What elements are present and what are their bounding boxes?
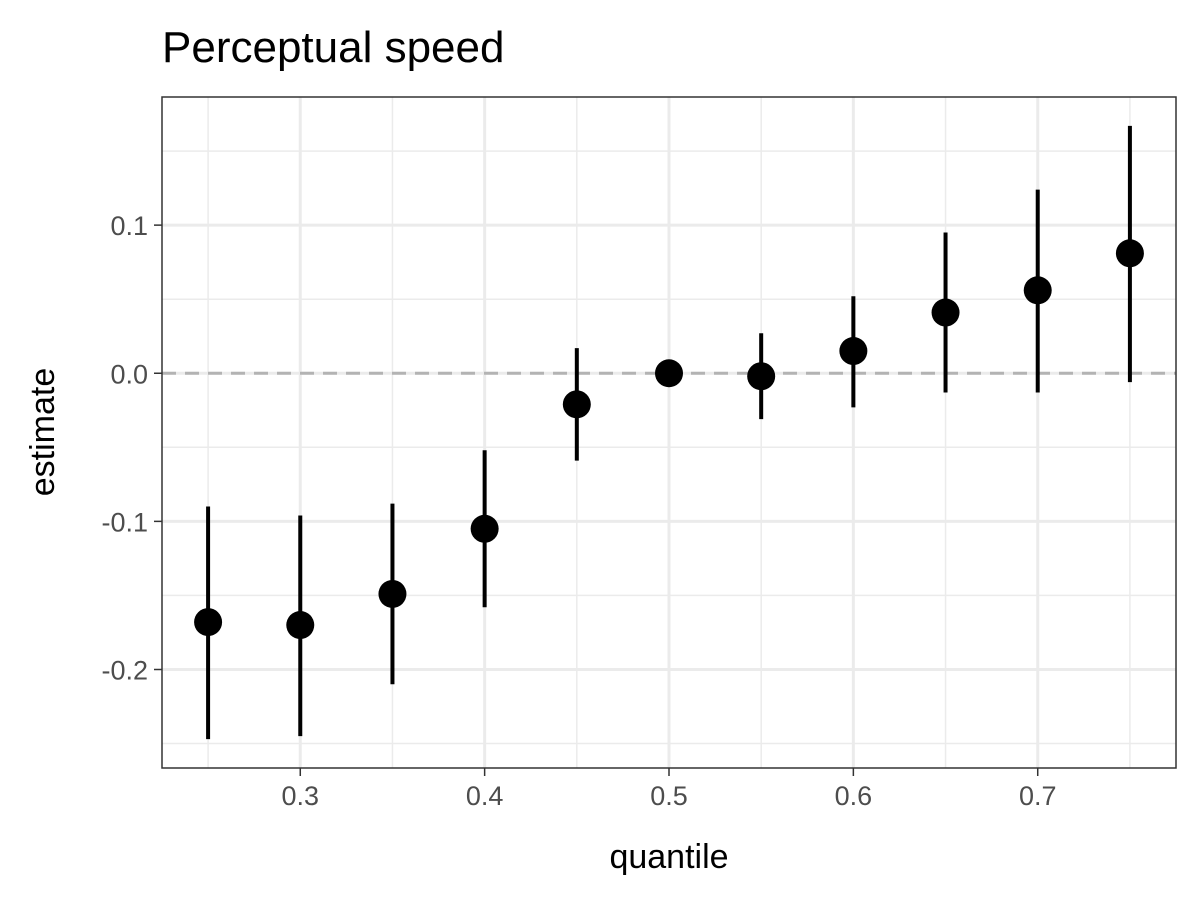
data-point — [747, 362, 776, 391]
x-axis-title: quantile — [609, 838, 728, 876]
chart-title: Perceptual speed — [162, 23, 504, 72]
y-tick-label: 0.0 — [110, 359, 148, 389]
y-tick-label: -0.1 — [101, 507, 148, 537]
data-point — [1023, 276, 1052, 305]
data-point — [562, 390, 591, 419]
grid-major — [162, 97, 1176, 768]
data-point — [470, 514, 499, 543]
y-axis-ticks: 0.1 0.0 -0.1 -0.2 — [101, 211, 162, 685]
data-point — [378, 579, 407, 608]
x-tick-label: 0.7 — [1019, 781, 1057, 811]
x-tick-label: 0.3 — [281, 781, 319, 811]
data-point — [286, 611, 315, 640]
data-point — [655, 359, 683, 388]
data-point — [1115, 239, 1144, 268]
x-tick-label: 0.4 — [466, 781, 504, 811]
points — [194, 239, 1144, 640]
y-axis-title: estimate — [24, 368, 62, 497]
y-tick-label: -0.2 — [101, 655, 148, 685]
x-tick-label: 0.5 — [650, 781, 688, 811]
x-tick-label: 0.6 — [835, 781, 873, 811]
data-point — [839, 337, 868, 366]
data-point — [931, 298, 960, 327]
y-tick-label: 0.1 — [110, 211, 148, 241]
x-axis-ticks: 0.3 0.4 0.5 0.6 0.7 — [281, 768, 1057, 811]
data-point — [194, 608, 223, 637]
